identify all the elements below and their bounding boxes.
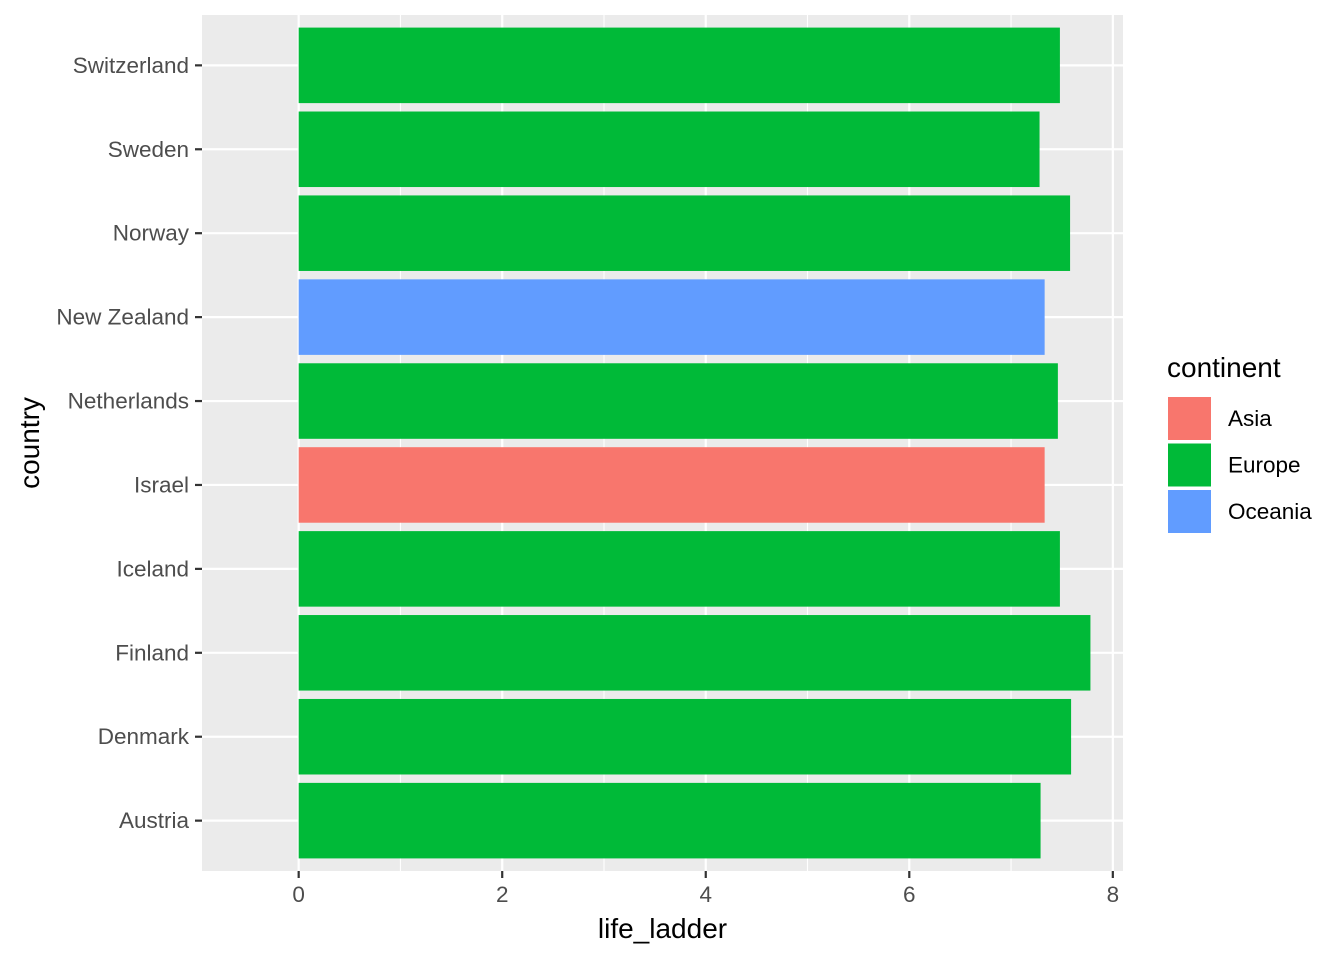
- y-axis-title: country: [14, 397, 45, 489]
- bar: [298, 698, 1072, 775]
- bar: [298, 615, 1091, 691]
- y-tick-label: New Zealand: [56, 305, 189, 330]
- x-tick-label: 6: [903, 882, 916, 907]
- legend-key: [1168, 443, 1211, 487]
- x-tick-label: 8: [1107, 882, 1120, 907]
- y-tick-label: Finland: [115, 640, 189, 665]
- x-tick-label: 4: [699, 882, 712, 907]
- x-tick-label: 2: [496, 882, 509, 907]
- x-axis-title: life_ladder: [598, 913, 727, 944]
- y-axis: Austria Denmark Finland Iceland Israel Nether…: [56, 53, 202, 833]
- y-tick-label: Austria: [119, 808, 190, 833]
- y-tick-label: Israel: [134, 472, 189, 497]
- bar: [298, 195, 1071, 271]
- y-tick-label: Sweden: [108, 137, 189, 162]
- legend: continent Asia Europe Oceania: [1167, 352, 1312, 533]
- y-tick-label: Switzerland: [73, 53, 189, 78]
- bar: [298, 27, 1060, 104]
- bar: [298, 111, 1040, 188]
- legend-items: Asia Europe Oceania: [1168, 397, 1312, 533]
- legend-key: [1168, 397, 1211, 440]
- legend-label: Europe: [1228, 453, 1301, 478]
- bar: [298, 531, 1060, 607]
- legend-label: Asia: [1228, 406, 1272, 431]
- x-axis: 0 2 4 6 8: [292, 871, 1119, 907]
- bar: [298, 279, 1045, 355]
- y-tick-label: Iceland: [116, 556, 189, 581]
- bar: [298, 782, 1041, 859]
- legend-title: continent: [1167, 352, 1281, 383]
- y-tick-label: Norway: [113, 221, 190, 246]
- legend-label: Oceania: [1228, 499, 1312, 524]
- y-tick-label: Netherlands: [68, 389, 189, 414]
- x-tick-label: 0: [292, 882, 305, 907]
- bar: [298, 447, 1045, 523]
- y-tick-label: Denmark: [98, 724, 190, 749]
- bars: [298, 27, 1091, 859]
- bar: [298, 363, 1058, 439]
- legend-key: [1168, 490, 1211, 533]
